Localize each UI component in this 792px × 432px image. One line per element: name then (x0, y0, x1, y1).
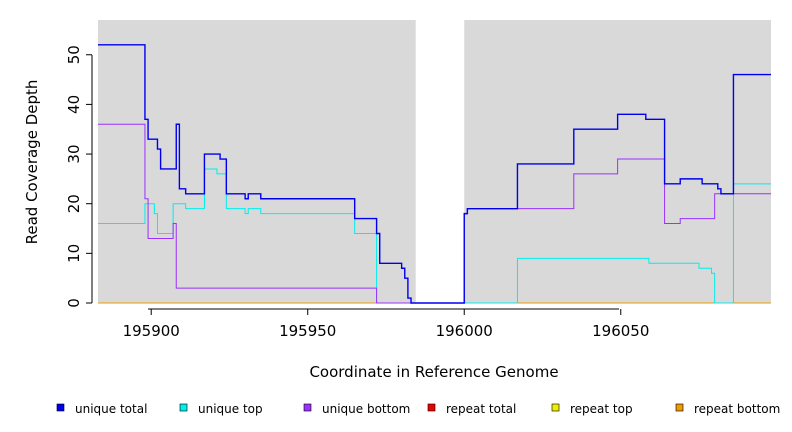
legend-label: repeat total (446, 402, 516, 416)
legend-swatch (675, 403, 684, 412)
legend-label: unique total (75, 402, 147, 416)
legend-label: unique bottom (322, 402, 410, 416)
gap-region (415, 20, 465, 303)
legend-swatch (56, 403, 65, 412)
legend-label: repeat bottom (694, 402, 780, 416)
y-tick-label: 0 (65, 298, 83, 308)
y-axis-title: Read Coverage Depth (23, 80, 41, 245)
legend-swatch (303, 403, 312, 412)
x-tick-label: 196000 (436, 322, 493, 340)
x-axis-title: Coordinate in Reference Genome (309, 363, 558, 381)
legend-swatch (427, 403, 436, 412)
y-tick-label: 20 (65, 194, 83, 213)
x-tick-label: 196050 (592, 322, 649, 340)
legend-label: repeat top (570, 402, 633, 416)
legend-label: unique top (198, 402, 263, 416)
y-tick-label: 10 (65, 244, 83, 263)
legend-swatch (551, 403, 560, 412)
series-line-unique-total (98, 44, 771, 304)
y-tick-label: 50 (65, 45, 83, 64)
x-tick-label: 195900 (123, 322, 180, 340)
y-tick-label: 30 (65, 145, 83, 164)
legend: unique total unique top unique bottom repea… (56, 402, 780, 416)
y-tick-label: 40 (65, 95, 83, 114)
x-tick-label: 195950 (279, 322, 336, 340)
legend-swatch (179, 403, 188, 412)
series-line-unique-top (98, 168, 771, 304)
